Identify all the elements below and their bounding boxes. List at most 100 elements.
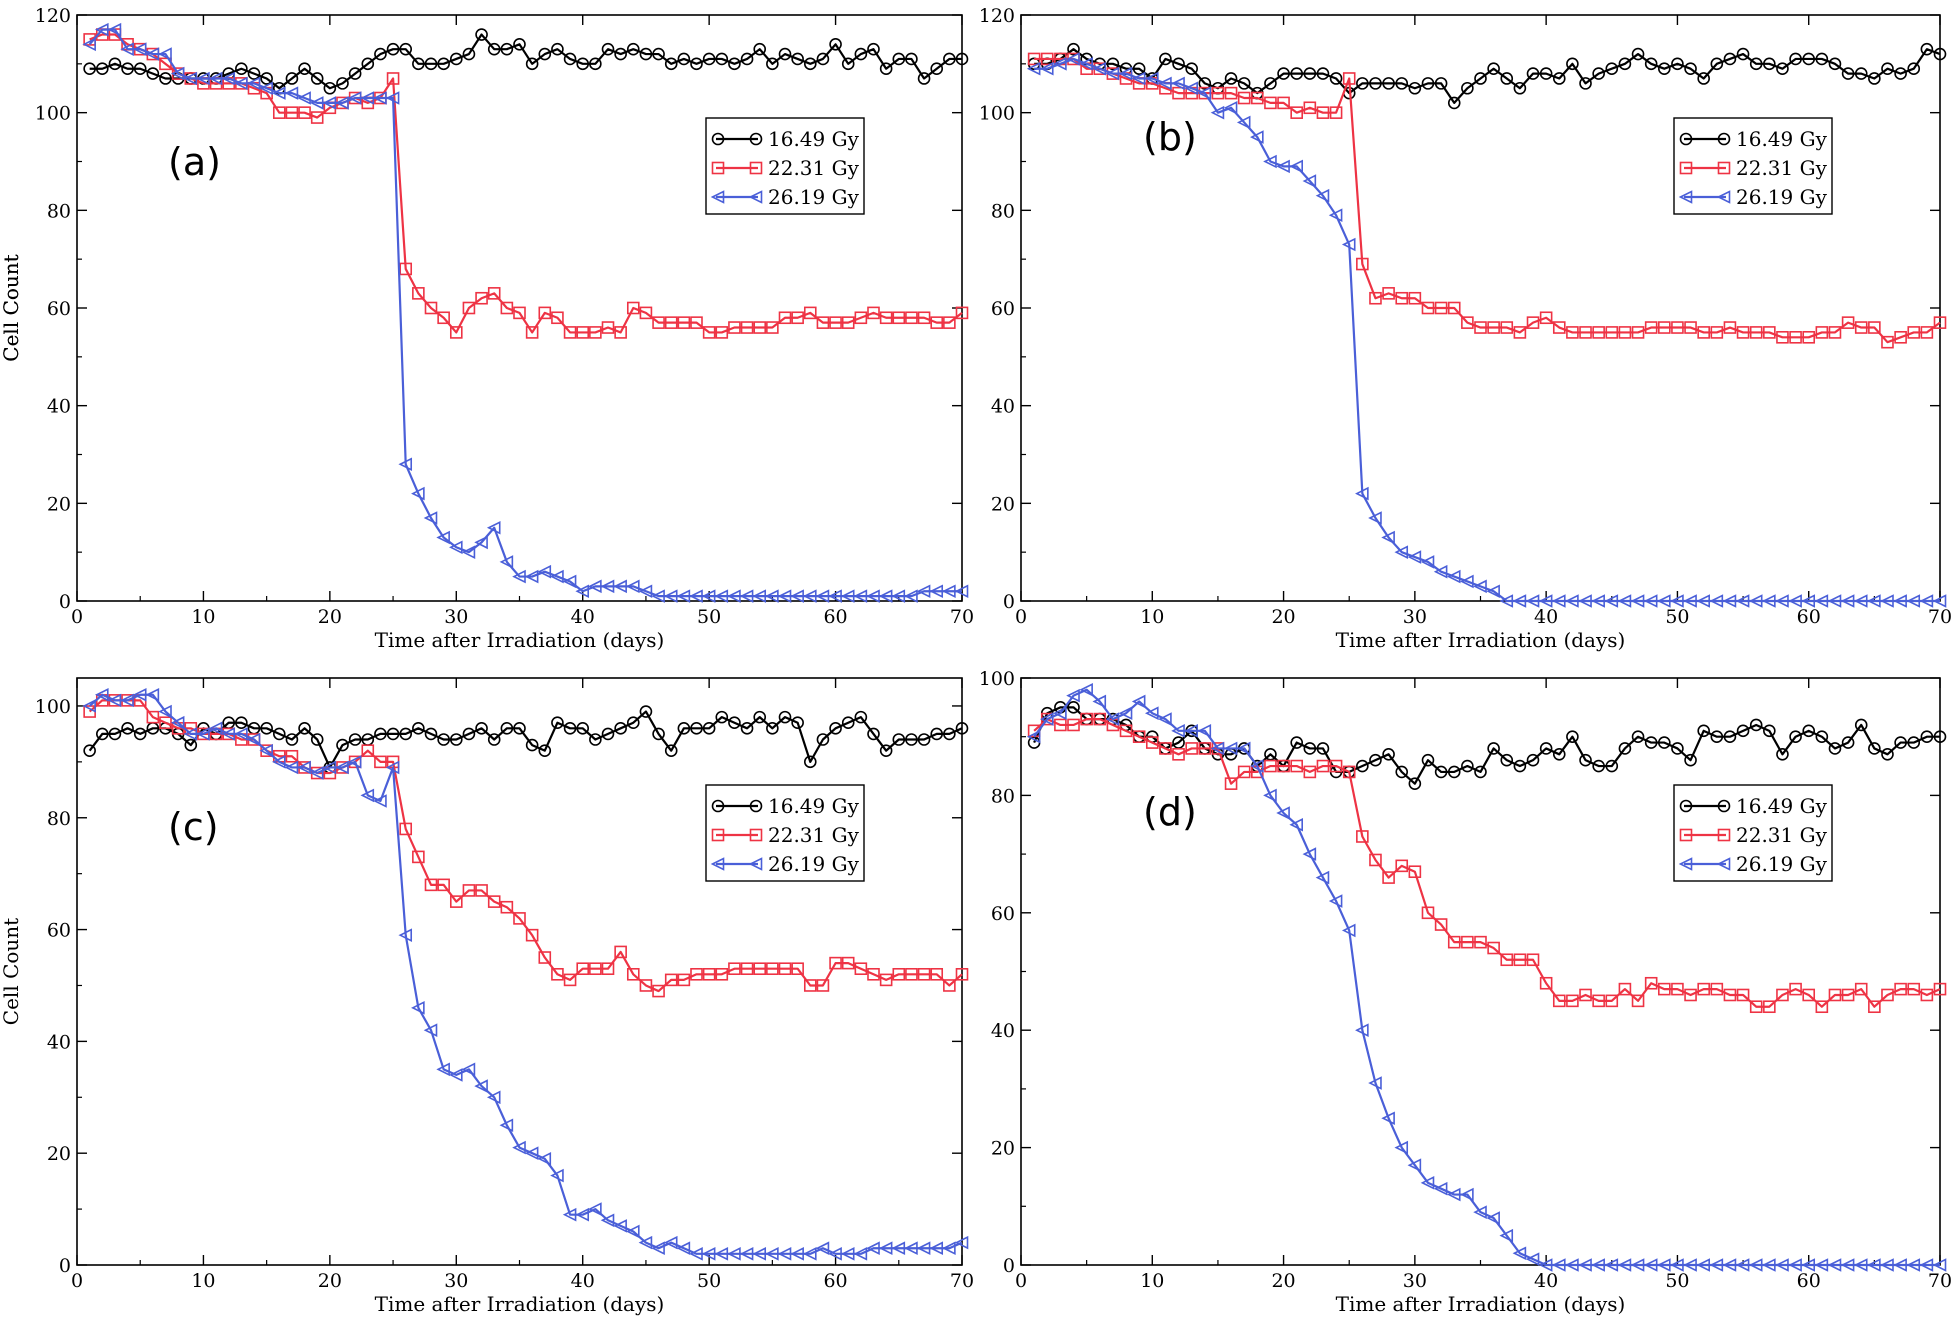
data-point [879, 973, 893, 987]
data-point [867, 306, 880, 320]
data-point [1828, 326, 1842, 339]
data-point [1604, 594, 1619, 608]
data-point [1027, 52, 1041, 66]
data-point [1447, 765, 1461, 779]
data-point [1329, 106, 1343, 119]
x-tick-label: 40 [1534, 606, 1558, 628]
data-point [1697, 72, 1710, 85]
data-point [1539, 742, 1553, 755]
data-point [1434, 918, 1448, 931]
data-point [1526, 953, 1540, 967]
data-point [728, 962, 741, 976]
x-tick-label: 60 [823, 1270, 847, 1292]
data-point [1460, 1187, 1474, 1202]
data-point [1566, 326, 1579, 339]
data-point [462, 301, 476, 315]
data-point [1853, 594, 1868, 608]
data-point [715, 326, 729, 339]
y-tick-label: 60 [991, 903, 1015, 925]
data-point [1644, 321, 1658, 334]
x-tick-label: 0 [71, 606, 83, 628]
data-point [1303, 765, 1317, 779]
data-point [589, 962, 602, 976]
x-tick-label: 40 [571, 1270, 595, 1292]
data-point [1827, 594, 1842, 608]
data-point [424, 57, 438, 71]
data-point [1500, 72, 1514, 85]
data-point [1840, 594, 1855, 608]
data-point [1789, 330, 1802, 344]
y-tick-label: 100 [35, 103, 71, 125]
data-point [614, 722, 627, 735]
data-point [841, 316, 855, 329]
data-point [1499, 594, 1514, 608]
data-point [424, 878, 438, 892]
data-point [259, 743, 273, 758]
data-point [854, 710, 868, 724]
data-point [1250, 759, 1264, 773]
data-point [1840, 1258, 1855, 1272]
data-point [1408, 777, 1422, 790]
data-point [83, 744, 96, 757]
data-point [589, 326, 602, 339]
data-point [1749, 57, 1763, 71]
data-point [412, 850, 425, 864]
data-point [386, 727, 400, 741]
data-point [1407, 550, 1422, 564]
data-point [1658, 982, 1671, 996]
legend-marker [749, 799, 763, 813]
data-point [589, 57, 602, 71]
data-point [1671, 57, 1684, 71]
data-point [575, 1207, 590, 1222]
data-point [1461, 759, 1474, 773]
data-point [576, 962, 590, 976]
data-point [1579, 326, 1592, 339]
legend-marker [710, 857, 725, 871]
legend: 16.49 Gy 22.31 Gy 26.19 Gy [705, 117, 865, 215]
data-point [614, 326, 627, 339]
data-point [500, 900, 514, 914]
data-point [563, 52, 577, 66]
data-point [1671, 982, 1684, 996]
legend-marker [1678, 190, 1693, 204]
legend-marker [1679, 828, 1693, 842]
y-tick-label: 20 [47, 1143, 71, 1165]
data-point [1881, 748, 1894, 761]
data-point [1237, 77, 1251, 90]
data-point [285, 749, 299, 763]
data-point [83, 62, 96, 76]
data-point [1316, 106, 1330, 119]
data-point [1670, 594, 1684, 608]
data-point [1894, 330, 1907, 344]
data-point [954, 584, 969, 599]
data-point [829, 37, 842, 51]
data-point [614, 945, 627, 959]
data-point [802, 1247, 817, 1261]
data-point [1801, 594, 1816, 608]
legend-label: 26.19 Gy [1736, 185, 1828, 209]
data-point [525, 738, 539, 752]
data-point [943, 316, 956, 329]
data-point [1105, 66, 1120, 81]
data-point [702, 326, 716, 339]
data-point [1486, 584, 1500, 599]
data-point [437, 57, 450, 71]
data-point [1723, 988, 1737, 1002]
data-point [1276, 159, 1290, 174]
x-tick-label: 50 [1665, 1270, 1689, 1292]
data-point [487, 895, 501, 908]
data-point [1789, 730, 1802, 744]
data-point [677, 722, 691, 735]
data-point [1591, 594, 1605, 608]
data-point [1315, 870, 1330, 885]
data-point [1932, 1258, 1947, 1272]
data-point [1461, 935, 1474, 949]
data-point [614, 47, 627, 61]
legend-label: 22.31 Gy [1736, 156, 1828, 180]
data-point [1854, 321, 1868, 334]
x-axis-title: Time after Irradiation (days) [375, 1292, 665, 1316]
legend-label: 26.19 Gy [1736, 852, 1828, 876]
data-point [537, 564, 552, 579]
data-point [1802, 724, 1816, 738]
